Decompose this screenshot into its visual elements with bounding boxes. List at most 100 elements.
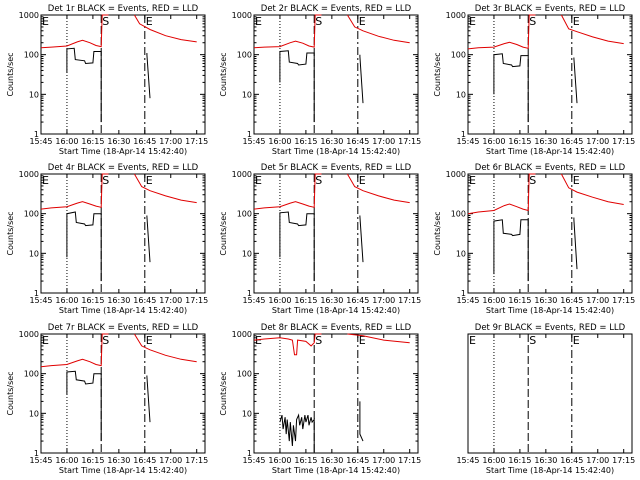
x-axis-label: Start Time (18-Apr-14 15:42:40) xyxy=(59,306,187,315)
panel-title: Det 9r BLACK = Events, RED = LLD xyxy=(475,323,626,333)
plot-frame xyxy=(40,173,206,294)
y-tick-label: 100 xyxy=(237,370,252,379)
panel-det-5: Det 5r BLACK = Events, RED = LLD 1 10 100 10… xyxy=(219,163,421,315)
panel-title: Det 3r BLACK = Events, RED = LLD xyxy=(475,4,626,14)
x-tick-label: 16:30 xyxy=(320,137,343,146)
x-tick-label: 17:15 xyxy=(185,296,208,305)
x-tick-label: 16:15 xyxy=(508,296,531,305)
plot-frame xyxy=(467,333,633,454)
marker-label: E xyxy=(469,174,476,187)
x-axis-label: Start Time (18-Apr-14 15:42:40) xyxy=(486,466,614,475)
x-tick-label: 15:45 xyxy=(29,296,52,305)
marker-label: E xyxy=(469,15,476,28)
y-tick-label: 100 xyxy=(24,210,39,219)
y-tick-label: 1 xyxy=(461,289,466,298)
marker-label: S xyxy=(529,174,536,187)
plot-frame xyxy=(467,14,633,135)
marker-label: S xyxy=(315,15,322,28)
x-axis-label: Start Time (18-Apr-14 15:42:40) xyxy=(272,466,400,475)
x-tick-label: 17:15 xyxy=(398,137,421,146)
panel-det-2: Det 2r BLACK = Events, RED = LLD 1 10 100 10… xyxy=(219,4,421,156)
x-axis-label: Start Time (18-Apr-14 15:42:40) xyxy=(272,147,400,156)
x-tick-label: 16:30 xyxy=(107,456,130,465)
x-axis-label: Start Time (18-Apr-14 15:42:40) xyxy=(486,306,614,315)
x-tick-label: 15:45 xyxy=(456,456,479,465)
x-axis-label: Start Time (18-Apr-14 15:42:40) xyxy=(59,147,187,156)
lld-series-line xyxy=(467,173,536,215)
x-tick-label: 15:45 xyxy=(456,296,479,305)
panel-title: Det 6r BLACK = Events, RED = LLD xyxy=(475,163,626,173)
y-tick-label: 10 xyxy=(29,90,39,99)
x-tick-label: 17:00 xyxy=(586,296,609,305)
y-tick-label: 100 xyxy=(451,51,466,60)
x-tick-label: 17:00 xyxy=(159,456,182,465)
panel-title: Det 1r BLACK = Events, RED = LLD xyxy=(48,4,199,14)
y-tick-label: 1000 xyxy=(19,170,39,179)
events-series-line xyxy=(279,50,315,123)
y-tick-label: 1000 xyxy=(232,170,252,179)
x-tick-label: 16:15 xyxy=(508,137,531,146)
plot-frame xyxy=(253,173,419,294)
marker-label: S xyxy=(102,334,109,347)
panel-det-7: Det 7r BLACK = Events, RED = LLD 1 10 100 10… xyxy=(6,323,208,475)
x-tick-label: 17:15 xyxy=(398,296,421,305)
x-tick-label: 16:30 xyxy=(534,456,557,465)
marker-label: E xyxy=(42,174,49,187)
marker-label: S xyxy=(102,15,109,28)
x-tick-label: 16:45 xyxy=(560,296,583,305)
y-axis-label: Counts/sec xyxy=(433,211,442,255)
y-tick-label: 100 xyxy=(24,51,39,60)
x-tick-label: 16:30 xyxy=(320,296,343,305)
lld-series-line xyxy=(347,333,410,344)
plot-frame xyxy=(40,333,206,454)
x-tick-label: 17:00 xyxy=(586,456,609,465)
panel-det-1: Det 1r BLACK = Events, RED = LLD 1 10 100 10… xyxy=(6,4,208,156)
x-tick-label: 15:45 xyxy=(242,137,265,146)
x-tick-label: 15:45 xyxy=(242,456,265,465)
x-axis-label: Start Time (18-Apr-14 15:42:40) xyxy=(59,466,187,475)
lld-series-line xyxy=(133,333,197,363)
y-tick-label: 100 xyxy=(24,370,39,379)
lld-series-line xyxy=(253,333,322,356)
marker-label: E xyxy=(359,174,366,187)
events-series-line xyxy=(493,219,529,282)
x-tick-label: 16:15 xyxy=(294,137,317,146)
y-axis-label: Counts/sec xyxy=(6,371,15,415)
y-tick-label: 1 xyxy=(34,289,39,298)
y-tick-label: 1 xyxy=(247,449,252,458)
y-tick-label: 1000 xyxy=(232,330,252,339)
x-tick-label: 17:15 xyxy=(398,456,421,465)
marker-label: E xyxy=(42,15,49,28)
y-tick-label: 1000 xyxy=(19,330,39,339)
y-tick-label: 1 xyxy=(247,130,252,139)
x-tick-label: 17:00 xyxy=(159,137,182,146)
x-tick-label: 16:00 xyxy=(268,456,291,465)
panel-det-4: Det 4r BLACK = Events, RED = LLD 1 10 100 10… xyxy=(6,163,208,315)
x-tick-label: 16:15 xyxy=(81,456,104,465)
x-tick-label: 15:45 xyxy=(29,456,52,465)
marker-label: E xyxy=(255,15,262,28)
y-tick-label: 100 xyxy=(451,210,466,219)
y-tick-label: 10 xyxy=(456,249,466,258)
x-tick-label: 16:15 xyxy=(294,456,317,465)
x-tick-label: 17:00 xyxy=(372,296,395,305)
panel-title: Det 8r BLACK = Events, RED = LLD xyxy=(261,323,412,333)
x-tick-label: 16:45 xyxy=(346,456,369,465)
lld-series-line xyxy=(40,173,109,210)
marker-label: E xyxy=(359,334,366,347)
plot-frame xyxy=(40,14,206,135)
marker-label: S xyxy=(102,174,109,187)
x-tick-label: 17:00 xyxy=(372,456,395,465)
y-axis-label: Counts/sec xyxy=(219,211,228,255)
marker-label: E xyxy=(573,15,580,28)
marker-label: E xyxy=(146,174,153,187)
x-tick-label: 17:00 xyxy=(586,137,609,146)
plot-frame xyxy=(253,333,419,454)
y-axis-label: Counts/sec xyxy=(433,52,442,96)
y-tick-label: 1 xyxy=(247,289,252,298)
events-series-line xyxy=(359,215,364,263)
y-tick-label: 1000 xyxy=(446,11,466,20)
panel-det-8: Det 8r BLACK = Events, RED = LLD 1 10 100 10… xyxy=(219,323,421,475)
events-series-line xyxy=(573,217,578,270)
y-tick-label: 1 xyxy=(34,449,39,458)
